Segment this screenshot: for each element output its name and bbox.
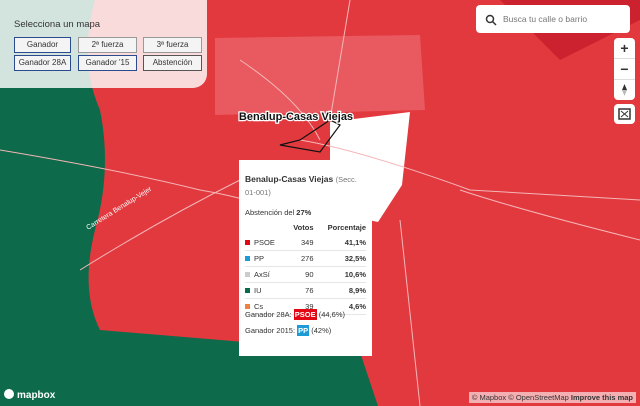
party-cell: AxSí — [245, 266, 286, 283]
popup-section: (Secc. 01-001) — [245, 175, 357, 197]
percent: 32,5% — [313, 250, 366, 267]
popup-title: Benalup-Casas Viejas — [245, 174, 334, 184]
map-button[interactable]: Ganador '15 — [78, 55, 137, 71]
votes: 76 — [285, 282, 314, 299]
zoom-in[interactable]: + — [620, 40, 629, 56]
search-box[interactable]: Busca tu calle o barrio — [476, 5, 630, 33]
popup-header: Benalup-Casas Viejas (Secc. 01-001) — [245, 173, 366, 199]
map-button[interactable]: Ganador 28A — [14, 55, 71, 71]
popup: Benalup-Casas Viejas (Secc. 01-001) Abst… — [239, 160, 372, 356]
map-button[interactable]: 2ª fuerza — [78, 37, 137, 53]
votes: 90 — [285, 266, 314, 283]
winner-party: PP — [297, 325, 310, 336]
search-icon — [485, 14, 497, 26]
attr-link[interactable]: © Mapbox — [471, 393, 507, 402]
winner-party: PSOE — [293, 309, 317, 320]
map-button[interactable]: Abstención — [143, 55, 202, 71]
winner-label: Ganador 2015: — [245, 326, 296, 335]
result-row: PP 276 32,5% — [245, 250, 366, 267]
abstention: Abstención del 27% — [245, 208, 311, 217]
compass[interactable] — [614, 79, 635, 100]
party-swatch — [245, 304, 250, 309]
winner-percent: (42%) — [311, 326, 332, 335]
party-cell: Cs — [245, 298, 286, 315]
votes: 276 — [285, 250, 314, 267]
party-swatch — [245, 272, 250, 277]
abstention-label: Abstención del — [245, 208, 295, 217]
search-placeholder: Busca tu calle o barrio — [503, 14, 588, 24]
fullscreen[interactable] — [614, 104, 635, 124]
percent: 4,6% — [313, 298, 366, 315]
selector-title: Selecciona un mapa — [14, 19, 101, 30]
party-swatch — [245, 288, 250, 293]
party-swatch — [245, 240, 250, 245]
result-row: PSOE 349 41,1% — [245, 235, 366, 251]
party-swatch — [245, 256, 250, 261]
region-green — [0, 0, 378, 406]
winners: Ganador 28A: PSOE (44,6%) Ganador 2015: P… — [245, 309, 345, 342]
party-name: PP — [254, 254, 265, 263]
winner-label: Ganador 28A: — [245, 310, 292, 319]
percent: 41,1% — [313, 235, 366, 251]
map-button[interactable]: 3ª fuerza — [143, 37, 202, 53]
winner-line: Ganador 28A: PSOE (44,6%) — [245, 309, 345, 320]
zoom-controls: + − — [614, 38, 635, 100]
mapbox-logo: mapbox — [17, 390, 56, 401]
col-header: Votos — [293, 223, 314, 232]
attribution: © Mapbox © OpenStreetMap Improve this ma… — [468, 392, 636, 403]
map-button[interactable]: Ganador — [14, 37, 71, 53]
zoom-out[interactable]: − — [614, 58, 635, 79]
mapbox-logo-icon — [4, 389, 14, 399]
winner-line: Ganador 2015: PP (42%) — [245, 325, 345, 336]
party-name: AxSí — [254, 270, 270, 279]
attr-link[interactable]: © OpenStreetMap — [508, 393, 569, 402]
results-table: Votos Porcentaje PSOE 349 41,1% PP 276 32,5% A… — [245, 220, 366, 315]
party-name: PSOE — [254, 238, 275, 247]
abstention-value: 27% — [296, 208, 312, 217]
party-cell: IU — [245, 282, 286, 299]
attr-link[interactable]: Improve this map — [570, 393, 633, 402]
party-cell: PSOE — [245, 235, 286, 251]
party-name: IU — [254, 286, 262, 295]
party-name: Cs — [254, 302, 264, 311]
votes: 349 — [285, 235, 314, 251]
result-row: AxSí 90 10,6% — [245, 266, 366, 283]
col-header: Porcentaje — [327, 223, 366, 232]
section-outline — [279, 119, 341, 153]
percent: 8,9% — [313, 282, 366, 299]
percent: 10,6% — [313, 266, 366, 283]
town-label: Benalup-Casas Viejas — [239, 111, 353, 123]
winner-percent: (44,6%) — [318, 310, 345, 319]
map-selector: Selecciona un mapa Ganador 2ª fuerza 3ª … — [0, 0, 207, 88]
result-row: IU 76 8,9% — [245, 282, 366, 299]
party-cell: PP — [245, 250, 286, 267]
region-light — [215, 35, 425, 115]
